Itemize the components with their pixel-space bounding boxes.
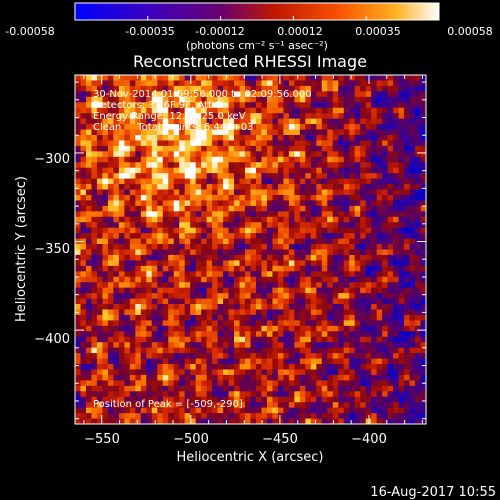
timestamp: 16-Aug-2017 10:55 [370,485,496,500]
axis-ticks [75,75,426,424]
y-tick-label: −350 [34,242,70,257]
annotation-counts: Clean Total counts: 6.44E+03 [93,122,253,133]
annotation-energy: Energy Range: 12.0 - 25.0 keV [93,111,246,122]
y-tick-label: −400 [34,332,70,347]
colorbar: -0.00058 -0.00035 -0.00012 0.00012 0.000… [5,2,493,52]
annotation-time: 30-Nov-2014 01:59:56.000 to 02:09:56.000 [93,89,312,100]
peak-position-label: Position of Peak = [-509,-290] [93,399,243,410]
colorbar-tick-label: 0.00012 [277,25,323,38]
y-tick-label: −300 [34,152,70,167]
x-tick-label: −500 [173,432,209,447]
colorbar-ticks [74,16,440,20]
annotation-detectors: Detectors: 3F 6F 9F, Att 0 [93,100,221,111]
annotation-block: 30-Nov-2014 01:59:56.000 to 02:09:56.000… [93,89,312,133]
plot-frame [74,74,427,425]
colorbar-tick-label: 0.00035 [355,25,401,38]
x-axis-label: Heliocentric X (arcsec) [177,450,324,465]
x-tick-label: −400 [351,432,387,447]
x-tick-label: −550 [84,432,120,447]
heatmap-image [75,75,426,424]
colorbar-tick-label: -0.00058 [5,25,54,38]
y-axis-label: Heliocentric Y (arcsec) [14,176,29,322]
colorbar-gradient [74,2,440,21]
colorbar-tick-label: -0.00035 [125,25,174,38]
colorbar-tick-label: -0.00012 [195,25,244,38]
colorbar-units: (photons cm⁻² s⁻¹ asec⁻²) [186,39,328,52]
chart-title: Reconstructed RHESSI Image [133,52,367,71]
colorbar-tick-label: 0.00058 [447,25,493,38]
x-tick-label: −450 [262,432,298,447]
